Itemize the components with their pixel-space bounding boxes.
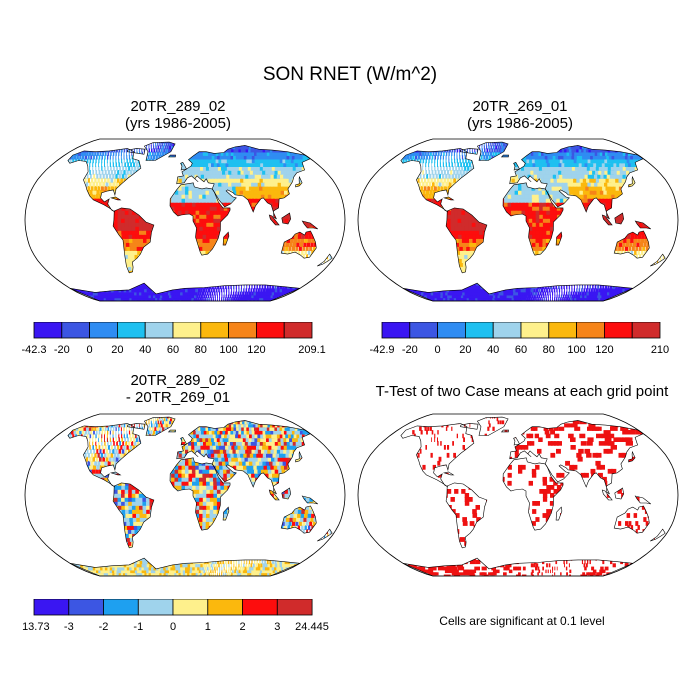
colorbar-top-left: -42.3 -20 0 20 40 60 80 100 120 209.1 — [22, 322, 326, 356]
colorbar-box — [631, 322, 661, 339]
map-bottom-left — [24, 413, 346, 577]
panel-title-line1: 20TR_289_02 — [130, 98, 226, 115]
colorbar-box — [576, 322, 605, 339]
colorbar-tick-label: 0 — [435, 344, 441, 356]
colorbar-tick-label: 24.445 — [295, 621, 329, 633]
colorbar-tick-label: 3 — [274, 621, 280, 633]
colorbar-box — [89, 322, 118, 339]
panel-title-bottom-left: 20TR_289_02 - 20TR_269_01 — [60, 372, 296, 406]
colorbar-tick-label: 2 — [239, 621, 245, 633]
colorbar-tick-label: 20 — [111, 344, 123, 356]
colorbar-tick-label: -2 — [99, 621, 109, 633]
map-outline — [357, 413, 679, 577]
colorbar-top-right: -42.9 -20 0 20 40 60 80 100 120 210 — [370, 322, 669, 356]
colorbar-tick-label: -20 — [402, 344, 418, 356]
panel-title-top-left: 20TR_289_02 (yrs 1986-2005) — [60, 98, 296, 132]
map-field-cells — [67, 417, 333, 576]
colorbar-tick-label: -42.9 — [370, 344, 395, 356]
colorbar-box — [137, 599, 174, 616]
map-outline — [357, 138, 679, 302]
colorbar-bottom-left: -13.73 -3 -2 -1 0 1 2 3 24.445 — [22, 599, 329, 633]
figure-title: SON RNET (W/m^2) — [262, 64, 438, 85]
colorbar-box — [33, 599, 70, 616]
colorbar-box — [255, 322, 285, 339]
colorbar-box — [207, 599, 244, 616]
colorbar-tick-label: 120 — [247, 344, 265, 356]
colorbar-tick-label: -3 — [64, 621, 74, 633]
colorbar-box — [144, 322, 174, 339]
map-outline — [24, 413, 346, 577]
colorbar-box — [492, 322, 522, 339]
colorbar-tick-label: 100 — [567, 344, 585, 356]
colorbar-box — [465, 322, 494, 339]
map-bottom-right — [357, 413, 679, 577]
colorbar-tick-label: 100 — [219, 344, 237, 356]
colorbar-tick-label: -13.73 — [22, 621, 50, 633]
map-top-right — [357, 138, 679, 302]
colorbar-tick-label: -20 — [54, 344, 70, 356]
colorbar-tick-label: -1 — [133, 621, 143, 633]
map-field-cells — [67, 142, 333, 301]
colorbar-box — [33, 322, 63, 339]
colorbar-tick-label: 0 — [170, 621, 176, 633]
colorbar-tick-label: 60 — [167, 344, 179, 356]
coastlines — [400, 416, 666, 577]
colorbar-box — [172, 322, 202, 339]
significance-note: Cells are significant at 0.1 level — [439, 614, 605, 628]
colorbar-box — [172, 599, 209, 616]
colorbar-tick-label: 80 — [195, 344, 207, 356]
colorbar-box — [242, 599, 278, 616]
colorbar-tick-label: 80 — [543, 344, 555, 356]
colorbar-tick-label: 120 — [595, 344, 613, 356]
colorbar-box — [520, 322, 550, 339]
map-field-cells — [400, 417, 666, 576]
colorbar-tick-label: 209.1 — [298, 344, 326, 356]
colorbar-tick-label: 40 — [487, 344, 499, 356]
colorbar-box — [228, 322, 257, 339]
coastlines — [400, 141, 666, 302]
map-field-cells — [400, 142, 666, 301]
colorbar-box — [276, 599, 313, 616]
panel-title-line1: 20TR_289_02 — [130, 372, 226, 389]
coastlines — [67, 416, 333, 577]
colorbar-box — [409, 322, 438, 339]
panel-title-top-right: 20TR_269_01 (yrs 1986-2005) — [402, 98, 638, 132]
colorbar-tick-label: 1 — [205, 621, 211, 633]
colorbar-tick-label: 0 — [87, 344, 93, 356]
colorbar-box — [437, 322, 466, 339]
colorbar-box — [548, 322, 578, 339]
colorbar-tick-label: 20 — [459, 344, 471, 356]
colorbar-box — [283, 322, 313, 339]
colorbar-tick-label: 210 — [651, 344, 669, 356]
coastlines — [67, 141, 333, 302]
panel-title-line2: (yrs 1986-2005) — [125, 115, 231, 132]
panel-title-line2: (yrs 1986-2005) — [467, 115, 573, 132]
colorbar-tick-label: -42.3 — [22, 344, 47, 356]
colorbar-box — [603, 322, 633, 339]
map-top-left — [24, 138, 346, 302]
colorbar-box — [117, 322, 146, 339]
panel-title-line2: - 20TR_269_01 — [125, 389, 231, 406]
panel-title-line1: 20TR_269_01 — [472, 98, 568, 115]
colorbar-box — [103, 599, 139, 616]
map-outline — [24, 138, 346, 302]
colorbar-box — [68, 599, 104, 616]
colorbar-tick-label: 60 — [515, 344, 527, 356]
colorbar-box — [381, 322, 411, 339]
colorbar-box — [61, 322, 90, 339]
colorbar-tick-label: 40 — [139, 344, 151, 356]
panel-title-line1: T-Test of two Case means at each grid po… — [375, 383, 669, 400]
panel-title-bottom-right: T-Test of two Case means at each grid po… — [352, 383, 692, 400]
colorbar-box — [200, 322, 230, 339]
